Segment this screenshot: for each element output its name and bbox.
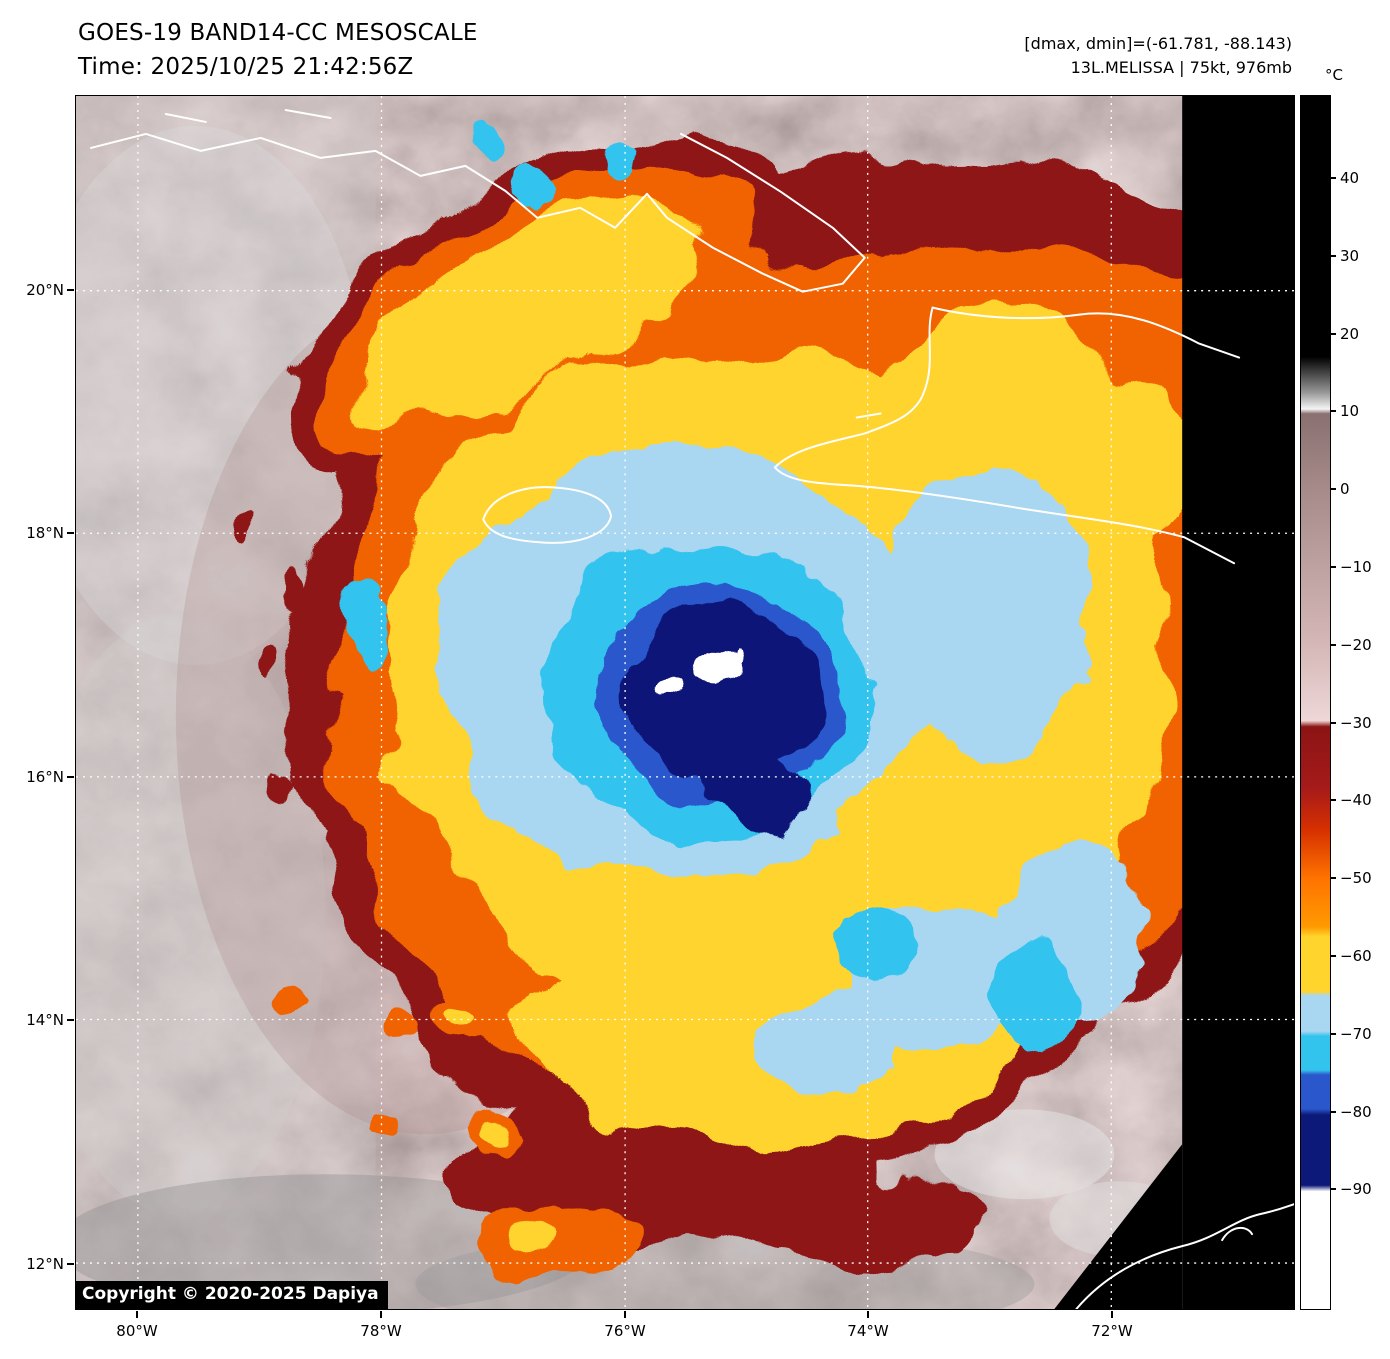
colorbar-tick-label: −20 <box>1340 636 1372 654</box>
storm-cold-cloud-core <box>238 111 1145 1281</box>
y-tick-label: 16°N <box>26 768 64 786</box>
x-tick-label: 74°W <box>847 1322 889 1340</box>
dmax-dmin-annotation: [dmax, dmin]=(-61.781, -88.143) <box>1024 34 1292 53</box>
colorbar-tick-label: −70 <box>1340 1025 1372 1043</box>
colorbar-tick-label: 20 <box>1340 325 1360 343</box>
timestamp: Time: 2025/10/25 21:42:56Z <box>78 54 414 80</box>
storm-annotation: 13L.MELISSA | 75kt, 976mb <box>1070 58 1292 77</box>
x-tick-label: 72°W <box>1091 1322 1133 1340</box>
x-tick-label: 80°W <box>116 1322 158 1340</box>
colorbar-tick-label: 40 <box>1340 169 1360 187</box>
colorbar-tick-label: −80 <box>1340 1103 1372 1121</box>
coastline-jamaica <box>482 486 613 544</box>
colorbar-unit-label: °C <box>1325 66 1343 84</box>
colorbar-tick-label: −60 <box>1340 947 1372 965</box>
colorbar-tick-label: 30 <box>1340 247 1360 265</box>
x-tick-label: 76°W <box>604 1322 646 1340</box>
hurricane-eye <box>660 651 749 699</box>
coastline-hispaniola-north <box>931 306 1241 359</box>
satellite-map-panel <box>75 95 1295 1310</box>
y-tick-label: 18°N <box>26 524 64 542</box>
y-tick-label: 20°N <box>26 281 64 299</box>
satellite-image <box>76 96 1294 1309</box>
colorbar-tick-label: −30 <box>1340 714 1372 732</box>
no-data-region <box>1054 96 1294 1309</box>
copyright-badge: Copyright © 2020-2025 Dapiya <box>76 1281 388 1309</box>
y-tick-label: 12°N <box>26 1255 64 1273</box>
colorbar-tick-label: −50 <box>1340 869 1372 887</box>
colorbar-tick-label: −90 <box>1340 1180 1372 1198</box>
coastline-south-america <box>1075 1203 1294 1309</box>
coastlines <box>89 108 1294 1309</box>
colorbar <box>1300 95 1331 1310</box>
colorbar-tick-label: 0 <box>1340 480 1350 498</box>
latlon-grid <box>76 96 1294 1309</box>
coastline-cuba <box>89 132 866 293</box>
x-tick-label: 78°W <box>360 1322 402 1340</box>
y-tick-label: 14°N <box>26 1011 64 1029</box>
coastline-hispaniola-south <box>773 306 1236 565</box>
colorbar-tick-label: −10 <box>1340 558 1372 576</box>
page-title: GOES-19 BAND14-CC MESOSCALE <box>78 20 478 46</box>
colorbar-tick-label: 10 <box>1340 402 1360 420</box>
colorbar-tick-label: −40 <box>1340 791 1372 809</box>
